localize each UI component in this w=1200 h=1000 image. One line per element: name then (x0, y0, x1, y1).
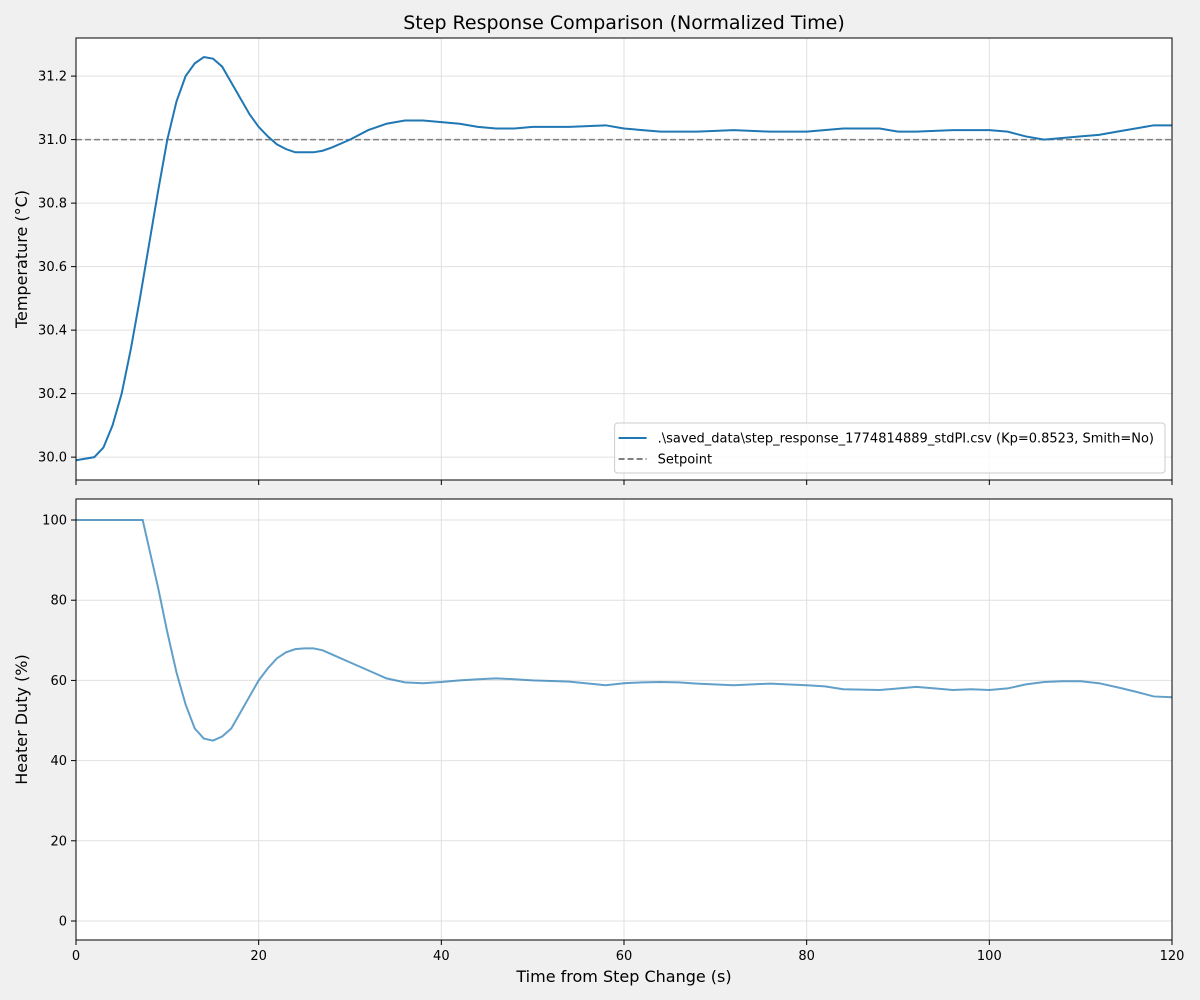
y-tick-label: 40 (50, 754, 67, 769)
x-tick-label: 80 (798, 949, 815, 964)
y-tick-label: 60 (50, 674, 67, 689)
axes-frame (75, 37, 1173, 481)
y-tick-label: 0 (59, 914, 67, 929)
y-tick-label: 31.0 (38, 133, 67, 148)
axes-frame (75, 498, 1173, 941)
legend-label: Setpoint (658, 453, 713, 468)
y-tick-label: 30.4 (38, 324, 67, 339)
y-tick-label: 100 (42, 514, 67, 529)
y-axis-label: Temperature (°C) (12, 190, 31, 329)
y-tick-label: 20 (50, 834, 67, 849)
y-tick-label: 30.8 (38, 197, 67, 212)
legend-box (614, 422, 1166, 474)
chart-title: Step Response Comparison (Normalized Tim… (403, 12, 845, 34)
y-tick-label: 31.2 (38, 70, 67, 85)
data-line (76, 55, 1172, 462)
legend-label: .\saved_data\step_response_1774814889_st… (658, 432, 1154, 447)
y-tick-label: 80 (50, 594, 67, 609)
y-tick-label: 30.0 (38, 451, 67, 466)
x-tick-label: 100 (977, 949, 1002, 964)
x-tick-label: 20 (250, 949, 267, 964)
legend: .\saved_data\step_response_1774814889_st… (614, 422, 1166, 474)
x-tick-label: 120 (1160, 949, 1185, 964)
data-line (76, 519, 1172, 742)
y-tick-label: 30.6 (38, 260, 67, 275)
y-axis-label: Heater Duty (%) (12, 654, 31, 784)
x-axis-label: Time from Step Change (s) (515, 967, 731, 986)
x-tick-label: 40 (433, 949, 450, 964)
y-tick-label: 30.2 (38, 387, 67, 402)
x-tick-label: 0 (72, 949, 80, 964)
x-tick-label: 60 (616, 949, 633, 964)
